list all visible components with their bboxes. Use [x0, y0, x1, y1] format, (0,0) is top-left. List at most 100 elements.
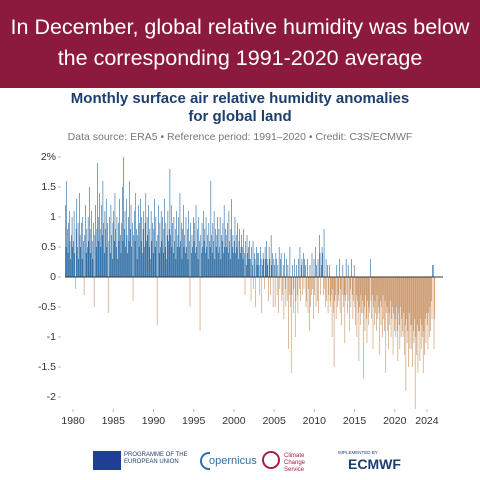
bar: [330, 277, 332, 307]
bar: [247, 247, 249, 277]
bar: [111, 235, 112, 277]
bar: [430, 277, 431, 331]
bar: [219, 217, 221, 277]
bar: [90, 253, 92, 277]
bar: [290, 277, 291, 307]
bar: [150, 259, 151, 277]
bar: [416, 277, 418, 325]
bar: [252, 265, 253, 277]
bar: [69, 241, 71, 277]
bar: [421, 277, 423, 325]
bar: [428, 277, 429, 313]
bar: [243, 253, 245, 277]
bar: [156, 241, 157, 277]
bar: [116, 217, 118, 277]
bar: [153, 229, 155, 277]
bar: [356, 277, 358, 337]
bar: [105, 229, 106, 277]
bar: [104, 211, 106, 277]
bar: [200, 235, 202, 277]
bar: [103, 223, 104, 277]
bar: [168, 241, 169, 277]
bar: [238, 241, 240, 277]
bar: [325, 259, 327, 277]
bar: [136, 229, 137, 277]
bar: [251, 247, 252, 277]
bar: [388, 277, 389, 349]
bar: [245, 241, 246, 277]
bar: [355, 277, 356, 325]
bar: [206, 247, 208, 277]
bar: [188, 211, 190, 277]
bar: [276, 277, 278, 295]
bar: [307, 277, 309, 313]
bar: [151, 241, 153, 277]
bar: [133, 235, 135, 277]
bar: [201, 253, 202, 277]
bar: [196, 247, 198, 277]
bar: [92, 259, 94, 277]
x-tick-label: 2020: [383, 415, 407, 427]
bar: [386, 277, 387, 313]
x-tick-label: 2005: [262, 415, 286, 427]
bar: [389, 277, 391, 325]
bar: [229, 259, 231, 277]
bar: [118, 223, 119, 277]
bar: [138, 247, 140, 277]
bar: [320, 277, 322, 295]
bar: [375, 277, 377, 313]
bar: [284, 253, 285, 277]
bar: [379, 277, 381, 355]
bar: [121, 223, 122, 277]
bar: [158, 253, 160, 277]
bar: [177, 235, 179, 277]
bar: [134, 241, 136, 277]
bar: [404, 277, 405, 355]
copernicus-text: opernicus: [209, 455, 257, 467]
y-tick-label: -1: [47, 331, 56, 343]
bar: [396, 277, 398, 331]
bar: [270, 235, 272, 277]
x-tick-label: 2024: [415, 415, 439, 427]
bar: [369, 259, 371, 277]
bar: [115, 229, 116, 277]
bar: [323, 229, 325, 277]
bar: [110, 205, 112, 277]
y-tick-label: 1.5: [41, 181, 56, 193]
bar: [241, 247, 243, 277]
bar: [366, 277, 368, 343]
bar: [412, 277, 413, 367]
bar: [419, 277, 421, 361]
implemented-text: IMPLEMENTED BY: [338, 450, 378, 455]
bar: [226, 247, 228, 277]
bar: [79, 235, 81, 277]
bar: [357, 277, 358, 301]
bar: [345, 277, 346, 301]
bar: [203, 211, 204, 277]
bar: [308, 277, 309, 289]
bar: [87, 217, 89, 277]
bar: [358, 277, 360, 361]
bar: [382, 277, 384, 295]
bar: [148, 247, 150, 277]
bar: [94, 235, 96, 277]
bar: [156, 277, 158, 325]
bar: [211, 235, 212, 277]
bar: [378, 277, 380, 313]
bar: [166, 235, 168, 277]
bar: [207, 235, 208, 277]
bar: [302, 277, 303, 295]
bar: [142, 253, 143, 277]
bar: [187, 229, 188, 277]
bar: [326, 277, 328, 301]
bar: [336, 265, 338, 277]
bar: [258, 253, 259, 277]
bar: [411, 277, 413, 325]
bar: [224, 247, 226, 277]
bar: [305, 265, 306, 277]
bar: [337, 277, 338, 307]
bar: [417, 277, 419, 373]
bar: [282, 277, 283, 295]
c3s-text: Climate Change Service: [284, 453, 306, 473]
bar: [107, 277, 109, 313]
